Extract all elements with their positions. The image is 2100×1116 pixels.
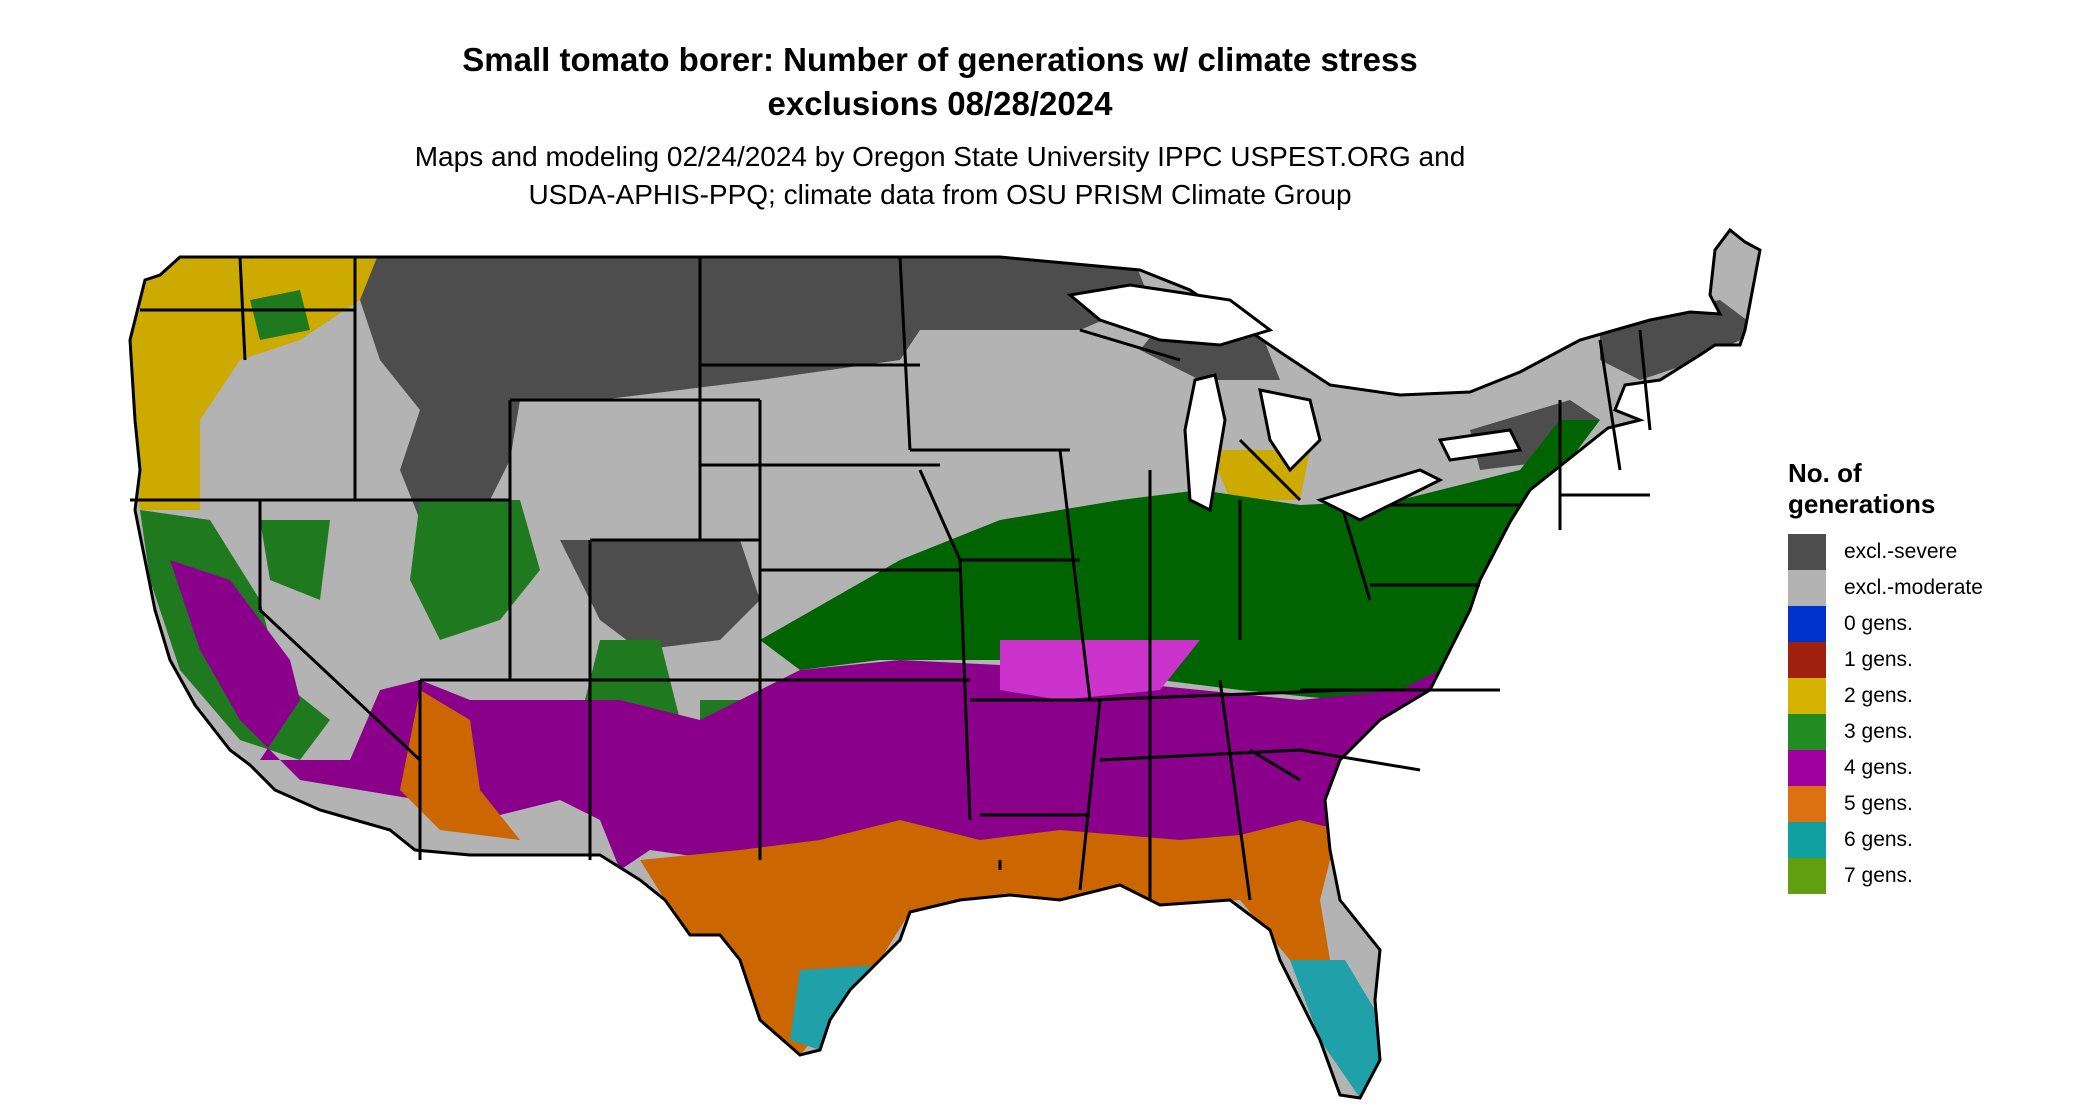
boundary-vt-nh	[1598, 339, 1622, 471]
legend-item-4-gens: 4 gens.	[1788, 750, 1935, 786]
legend-item-3-gens: 3 gens.	[1788, 714, 1935, 750]
legend-swatch-1-gens	[1788, 642, 1826, 678]
lake-michigan	[1183, 373, 1227, 513]
boundary-mississippi-river	[1058, 449, 1092, 701]
legend-swatch-2-gens	[1788, 678, 1826, 714]
legend-label-3-gens: 3 gens.	[1844, 720, 1913, 743]
boundary-al-ga	[1218, 679, 1252, 901]
legend-label-excl-severe: excl.-severe	[1844, 540, 1958, 563]
map-subtitle-line2: USDA-APHIS-PPQ; climate data from OSU PR…	[528, 179, 1352, 210]
legend-swatch-4-gens	[1788, 750, 1826, 786]
legend-item-excl-severe: excl.-severe	[1788, 534, 1957, 570]
boundary-tn-south	[1099, 748, 1301, 762]
legend-swatch-7-gens	[1788, 858, 1826, 894]
map-subtitle: Maps and modeling 02/24/2024 by Oregon S…	[0, 138, 1880, 214]
legend-swatch-6-gens	[1788, 822, 1826, 858]
legend-swatch-3-gens	[1788, 714, 1826, 750]
legend-swatch-5-gens	[1788, 786, 1826, 822]
legend-item-excl-moderate: excl.-moderate	[1788, 570, 1983, 606]
legend-title-line2: generations	[1788, 489, 1936, 519]
legend-item-1-gens: 1 gens.	[1788, 642, 1935, 678]
legend-title: No. of generations	[1788, 458, 1935, 520]
legend-label-7-gens: 7 gens.	[1844, 864, 1913, 887]
legend: No. of generations excl.-severe excl.-mo…	[1788, 458, 1983, 894]
map-title-line2: exclusions 08/28/2024	[767, 85, 1113, 122]
legend-swatch-excl-moderate	[1788, 570, 1826, 606]
legend-item-2-gens: 2 gens.	[1788, 678, 1935, 714]
boundary-tn-ky	[1089, 688, 1351, 702]
legend-item-6-gens: 6 gens.	[1788, 822, 1935, 858]
boundary-nc-sc	[1299, 748, 1421, 772]
boundary-mo-ks-ok-ar	[958, 559, 972, 821]
legend-label-excl-moderate: excl.-moderate	[1844, 576, 1983, 599]
boundary-oh-pa	[1338, 499, 1372, 601]
map-subtitle-line1: Maps and modeling 02/24/2024 by Oregon S…	[414, 141, 1466, 172]
boundary-ia-ne	[918, 469, 962, 561]
boundary-nh-me	[1638, 329, 1652, 431]
legend-swatch-excl-severe	[1788, 534, 1826, 570]
legend-swatch-0-gens	[1788, 606, 1826, 642]
map-title-line1: Small tomato borer: Number of generation…	[462, 41, 1418, 78]
legend-label-1-gens: 1 gens.	[1844, 648, 1913, 671]
boundary-mi-lower	[1238, 438, 1302, 502]
legend-label-4-gens: 4 gens.	[1844, 756, 1913, 779]
boundary-nd-mn	[898, 256, 912, 451]
legend-label-2-gens: 2 gens.	[1844, 684, 1913, 707]
lake-ontario	[1437, 428, 1523, 462]
boundary-ga-sc	[1249, 748, 1301, 782]
great-lakes	[1066, 283, 1523, 522]
state-boundaries	[128, 228, 1762, 1100]
boundary-ms-la	[1078, 699, 1102, 891]
legend-items: excl.-severe excl.-moderate 0 gens. 1 ge…	[1788, 534, 1983, 894]
legend-item-5-gens: 5 gens.	[1788, 786, 1935, 822]
lake-erie	[1315, 468, 1444, 522]
boundary-wi-mi	[1079, 328, 1181, 362]
legend-label-5-gens: 5 gens.	[1844, 792, 1913, 815]
legend-label-6-gens: 6 gens.	[1844, 828, 1913, 851]
map-title: Small tomato borer: Number of generation…	[0, 38, 1880, 126]
legend-title-line1: No. of	[1788, 458, 1862, 488]
legend-item-7-gens: 7 gens.	[1788, 858, 1935, 894]
legend-label-0-gens: 0 gens.	[1844, 612, 1913, 635]
lake-huron	[1258, 388, 1322, 473]
legend-item-0-gens: 0 gens.	[1788, 606, 1935, 642]
lake-superior	[1066, 283, 1274, 347]
boundary-ca-nv-diagonal	[258, 608, 422, 762]
